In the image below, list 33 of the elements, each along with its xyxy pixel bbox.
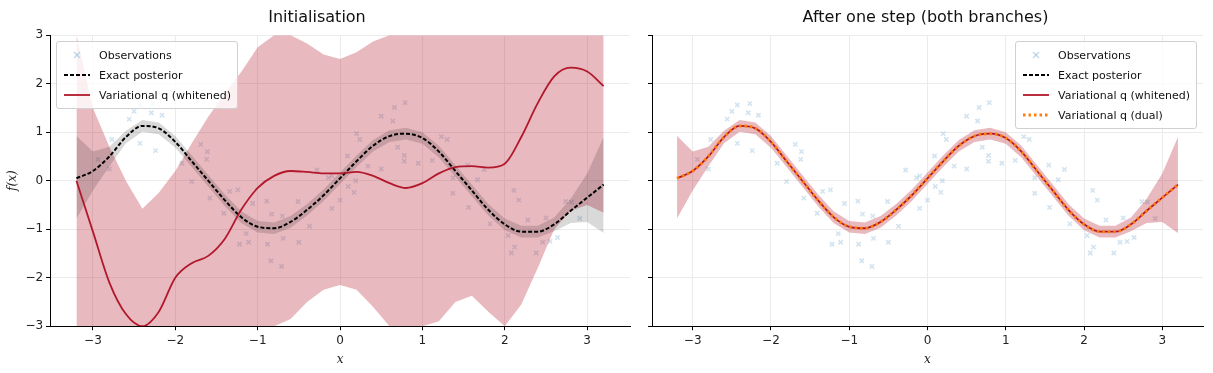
x-tick-label: 1 bbox=[1001, 332, 1010, 347]
legend-label: Variational q (whitened) bbox=[1058, 88, 1190, 102]
y-tick-label: 3 bbox=[35, 27, 44, 42]
x-tick-label: −3 bbox=[683, 332, 702, 347]
y-tick-label: 0 bbox=[35, 172, 44, 187]
chart-title: Initialisation bbox=[268, 6, 366, 26]
x-tick-label: −1 bbox=[248, 332, 267, 347]
y-tick-label: 2 bbox=[35, 75, 44, 90]
y-tick-label: −2 bbox=[25, 269, 44, 284]
legend-label: Variational q (dual) bbox=[1058, 108, 1163, 122]
x-tick-label: 2 bbox=[1080, 332, 1088, 347]
legend-label: Observations bbox=[99, 48, 172, 62]
legend-label: Observations bbox=[1058, 48, 1131, 62]
y-tick-label: 1 bbox=[35, 124, 44, 139]
legend-label: Variational q (whitened) bbox=[99, 88, 232, 102]
legend-label: Exact posterior bbox=[99, 68, 183, 82]
x-tick-label: 3 bbox=[1158, 332, 1167, 347]
legend-label: Exact posterior bbox=[1058, 68, 1142, 82]
chart-title: After one step (both branches) bbox=[802, 6, 1049, 26]
x-axis-title: x bbox=[924, 351, 932, 366]
x-tick-label: −2 bbox=[762, 332, 780, 347]
y-tick-label: −1 bbox=[25, 221, 44, 236]
x-tick-label: 0 bbox=[336, 332, 344, 347]
x-tick-label: 2 bbox=[500, 332, 509, 347]
x-tick-label: −1 bbox=[840, 332, 859, 347]
y-tick-label: −3 bbox=[25, 318, 44, 333]
x-tick-label: 0 bbox=[923, 332, 932, 347]
x-tick-label: 3 bbox=[583, 332, 591, 347]
x-tick-label: 1 bbox=[418, 332, 427, 347]
x-axis-title: x bbox=[336, 351, 344, 366]
x-tick-label: −2 bbox=[166, 332, 185, 347]
y-axis-title: f(x) bbox=[5, 170, 20, 192]
x-tick-label: −3 bbox=[84, 332, 102, 347]
